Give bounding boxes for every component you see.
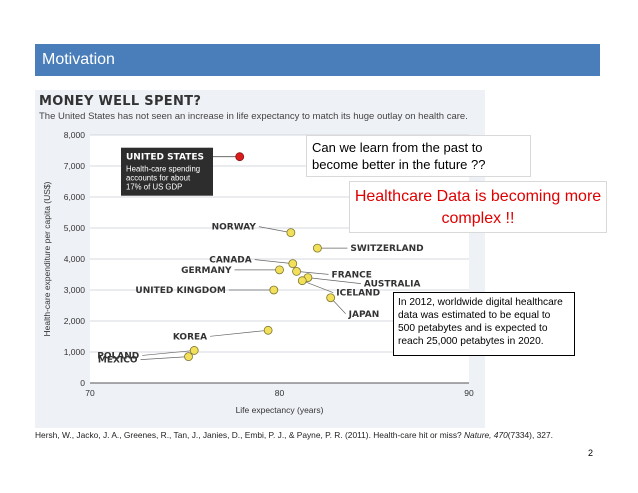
x-tick-label: 70 <box>85 388 95 398</box>
y-tick-label: 2,000 <box>64 316 86 326</box>
data-point <box>297 276 307 286</box>
page-number: 2 <box>588 448 594 458</box>
country-label: CANADA <box>209 256 252 266</box>
data-point <box>286 228 296 238</box>
data-point <box>312 243 322 253</box>
us-annotation-text: Health-care spending <box>126 165 200 174</box>
y-tick-label: 7,000 <box>64 161 86 171</box>
data-point <box>263 325 273 335</box>
x-tick-label: 90 <box>464 388 474 398</box>
data-point <box>184 352 193 362</box>
y-tick-label: 6,000 <box>64 192 86 202</box>
country-label: ICELAND <box>336 289 380 299</box>
us-annotation-text: 17% of US GDP <box>126 183 182 192</box>
label-leader <box>307 277 361 284</box>
citation: Hersh, W., Jacko, J. A., Greenes, R., Ta… <box>35 430 592 446</box>
country-label: SWITZERLAND <box>350 244 423 254</box>
label-leader <box>254 259 293 264</box>
data-point <box>269 285 279 295</box>
y-axis-title: Health-care expenditure per capita (US$) <box>42 181 52 336</box>
country-label: UNITED KINGDOM <box>135 286 225 296</box>
y-tick-label: 5,000 <box>64 223 86 233</box>
note-callout: In 2012, worldwide digital healthcare da… <box>393 292 575 356</box>
data-point <box>235 152 245 162</box>
chart-title: MONEY WELL SPENT? <box>39 94 202 109</box>
slide-title-bar: Motivation <box>35 44 600 76</box>
data-point <box>288 259 298 269</box>
country-label: JAPAN <box>348 310 380 320</box>
scatter-chart: 0 1,000 2,000 3,000 4,000 5,000 6,000 7,000 8,00… <box>42 130 474 415</box>
country-label: KOREA <box>173 332 207 342</box>
data-point <box>189 346 199 355</box>
label-leader <box>258 226 291 233</box>
x-axis-title: Life expectancy (years) <box>236 405 324 415</box>
label-leader <box>140 356 189 360</box>
country-label: NORWAY <box>212 223 257 233</box>
x-tick-label: 80 <box>275 388 285 398</box>
country-label: FRANCE <box>332 270 372 280</box>
country-label: MEXICO <box>98 356 138 366</box>
y-tick-label: 3,000 <box>64 285 86 295</box>
data-point <box>292 266 301 276</box>
country-label: AUSTRALIA <box>364 280 421 290</box>
highlight-callout: Healthcare Data is becoming more complex… <box>349 181 607 233</box>
us-annotation-text: accounts for about <box>126 174 191 183</box>
y-tick-label: 4,000 <box>64 254 86 264</box>
us-annotation-title: UNITED STATES <box>126 153 204 163</box>
y-tick-label: 8,000 <box>64 130 86 140</box>
label-leader <box>302 280 334 294</box>
chart-subtitle: The United States has not seen an increa… <box>39 111 468 122</box>
data-point <box>275 265 284 275</box>
citation-journal: Nature, 470 <box>464 430 508 440</box>
label-leader <box>142 350 195 356</box>
label-leader <box>210 329 269 337</box>
y-tick-label: 0 <box>80 378 85 388</box>
citation-issue: (7334), 327. <box>507 430 553 440</box>
country-label: POLAND <box>97 351 139 361</box>
country-label: GERMANY <box>181 266 232 276</box>
citation-authors: Hersh, W., Jacko, J. A., Greenes, R., Ta… <box>35 430 464 440</box>
data-point <box>326 293 336 303</box>
slide-title: Motivation <box>42 51 115 68</box>
question-callout: Can we learn from the past to become bet… <box>306 135 531 177</box>
label-leader <box>296 271 329 275</box>
y-tick-label: 1,000 <box>64 347 86 357</box>
us-annotation-box <box>121 147 213 196</box>
